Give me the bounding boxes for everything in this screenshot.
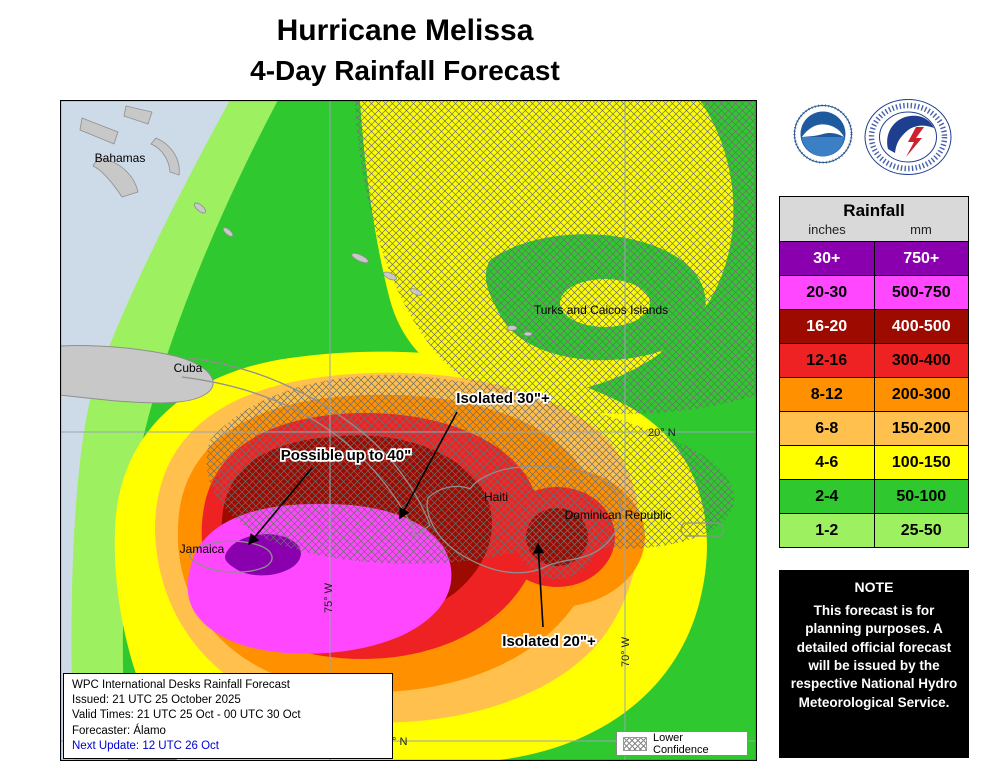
label-jamaica: Jamaica: [180, 542, 225, 556]
noaa-logo: [793, 104, 853, 164]
legend-cell-mm: 25-50: [873, 513, 969, 548]
legend-row: 2-4 50-100: [779, 479, 969, 514]
annotation-isolated-20: Isolated 20"+: [502, 633, 596, 650]
forecast-info-box: WPC International Desks Rainfall Forecas…: [63, 673, 393, 759]
label-bahamas: Bahamas: [95, 151, 146, 165]
noaa-logo-ring-text: [793, 104, 853, 164]
legend-cell-mm: 300-400: [873, 343, 969, 378]
legend-cell-inches: 4-6: [779, 445, 875, 480]
legend-unit-mm: mm: [910, 222, 932, 237]
label-dominican-republic: Dominican Republic: [565, 508, 672, 522]
grid-label-20n: 20° N: [648, 427, 676, 439]
noaa-gull-icon: [802, 124, 844, 137]
note-body: This forecast is for planning purposes. …: [790, 603, 958, 710]
legend-header: Rainfall inches mm: [779, 196, 969, 242]
legend-cell-mm: 200-300: [873, 377, 969, 412]
legend-row: 12-16 300-400: [779, 343, 969, 378]
grid-label-70w: 70° W: [620, 636, 632, 667]
info-line-valid: Valid Times: 21 UTC 25 Oct - 00 UTC 30 O…: [72, 709, 301, 722]
bahamas-islands: [79, 105, 533, 337]
info-line-issued: Issued: 21 UTC 25 October 2025: [72, 694, 241, 707]
page-title: Hurricane Melissa 4-Day Rainfall Forecas…: [60, 14, 750, 87]
grid-label-bottom-n: ° N: [392, 736, 407, 748]
cuba-east-coastline: [181, 357, 431, 538]
legend-cell-inches: 6-8: [779, 411, 875, 446]
arrow-isolated-30: [399, 411, 458, 520]
legend-row: 8-12 200-300: [779, 377, 969, 412]
info-line-forecaster: Forecaster: Álamo: [72, 724, 166, 737]
forecast-map-canvas: Bahamas Cuba Turks and Caicos Islands Ha…: [60, 100, 757, 761]
note-box: NOTE This forecast is for planning purpo…: [779, 570, 969, 758]
legend-cell-mm: 500-750: [873, 275, 969, 310]
legend-row: 16-20 400-500: [779, 309, 969, 344]
forecast-map: Bahamas Cuba Turks and Caicos Islands Ha…: [60, 100, 757, 761]
legend-cell-mm: 150-200: [873, 411, 969, 446]
noaa-logo-sea: [801, 137, 845, 157]
info-line-next-update: Next Update: 12 UTC 26 Oct: [72, 739, 220, 752]
lower-confidence-hatch-north: [355, 100, 757, 414]
title-line1: Hurricane Melissa: [276, 14, 534, 47]
label-turks-caicos: Turks and Caicos Islands: [534, 303, 668, 317]
lower-confidence-legend: Lower Confidence: [616, 731, 748, 756]
legend-title: Rainfall: [843, 201, 905, 220]
legend-row: 1-2 25-50: [779, 513, 969, 548]
legend-cell-inches: 16-20: [779, 309, 875, 344]
legend-units: inches mm: [780, 222, 968, 241]
title-line2: 4-Day Rainfall Forecast: [250, 55, 560, 86]
legend-row: 30+ 750+: [779, 241, 969, 276]
legend-cell-inches: 1-2: [779, 513, 875, 548]
legend-rows: 30+ 750+ 20-30 500-750 16-20 400-500 12-16 300-…: [779, 241, 969, 548]
coastlines: [181, 357, 725, 574]
rainfall-legend: Rainfall inches mm 30+ 750+ 20-30 500-750 16…: [779, 196, 969, 548]
legend-row: 4-6 100-150: [779, 445, 969, 480]
info-line-product: WPC International Desks Rainfall Forecas…: [72, 679, 290, 691]
hispaniola-coastline: [426, 465, 622, 574]
legend-cell-mm: 400-500: [873, 309, 969, 344]
legend-cell-mm: 750+: [873, 241, 969, 276]
arrow-up-to-40: [247, 467, 313, 546]
legend-cell-mm: 50-100: [873, 479, 969, 514]
lower-confidence-swatch: [623, 736, 647, 751]
legend-cell-inches: 12-16: [779, 343, 875, 378]
lower-confidence-label: Lower Confidence: [653, 731, 709, 756]
label-haiti: Haiti: [484, 490, 508, 504]
nws-lightning-icon: [906, 127, 924, 157]
legend-cell-inches: 8-12: [779, 377, 875, 412]
label-cuba: Cuba: [174, 361, 203, 375]
note-title: NOTE: [854, 579, 894, 595]
legend-cell-mm: 100-150: [873, 445, 969, 480]
nws-logo-ring-text: [868, 102, 948, 172]
nws-cloud-icon: [887, 115, 934, 153]
jamaica-coastline: [189, 540, 273, 573]
legend-cell-inches: 30+: [779, 241, 875, 276]
grid-label-75w: 75° W: [323, 582, 335, 613]
legend-cell-inches: 2-4: [779, 479, 875, 514]
arrow-isolated-20: [532, 542, 545, 628]
lower-confidence-hatch-central: [206, 375, 735, 564]
legend-unit-inches: inches: [808, 222, 846, 237]
legend-row: 6-8 150-200: [779, 411, 969, 446]
puerto-rico-coastline: [680, 522, 725, 537]
map-border: [60, 100, 757, 761]
annotation-up-to-40: Possible up to 40": [281, 447, 411, 464]
legend-cell-inches: 20-30: [779, 275, 875, 310]
nws-logo: [864, 99, 952, 175]
legend-row: 20-30 500-750: [779, 275, 969, 310]
annotation-isolated-30: Isolated 30"+: [456, 390, 550, 407]
